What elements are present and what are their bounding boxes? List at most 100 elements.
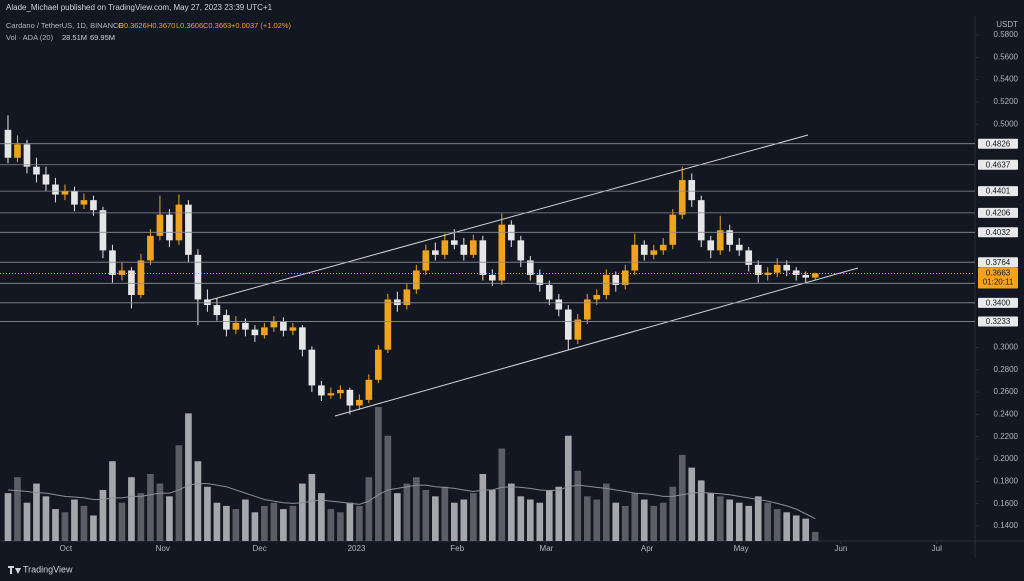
candle-body [526, 260, 534, 275]
volume-bar [194, 461, 202, 541]
candle-body [356, 399, 363, 406]
volume-bar [4, 493, 12, 541]
volume-bar [432, 496, 439, 541]
candle-body [811, 273, 819, 278]
y-tick-label: 0.5800 [994, 30, 1019, 39]
volume-bar [270, 502, 278, 541]
volume-bar [61, 512, 69, 541]
candle-body [251, 329, 259, 336]
volume-bar [403, 483, 411, 541]
volume-bar [261, 505, 268, 541]
x-tick-label: Oct [60, 544, 73, 553]
level-label: 0.3400 [986, 298, 1011, 307]
volume-bar [574, 470, 582, 541]
candle-body [479, 240, 487, 275]
candle-body [726, 230, 734, 245]
candle-body [327, 393, 335, 396]
candle-body [612, 274, 620, 285]
volume-ma-value: 69.95M [90, 33, 115, 42]
volume-bar [23, 502, 31, 541]
volume-bar [289, 505, 297, 541]
volume-bar [394, 493, 401, 541]
unit: USDT [996, 20, 1018, 29]
volume-bar [14, 477, 21, 541]
volume-bar [137, 493, 145, 541]
x-tick-label: Mar [540, 544, 554, 553]
y-tick-label: 0.1400 [994, 521, 1019, 530]
volume-bar [688, 467, 696, 541]
last-price-box [978, 267, 1018, 289]
candle-body [432, 250, 439, 255]
level-box [978, 257, 1018, 268]
candle-body [128, 270, 135, 296]
candle-body [764, 272, 772, 275]
candle-body [422, 250, 430, 271]
volume-bar [697, 480, 705, 541]
volume-bar [593, 499, 601, 541]
candle-body [593, 295, 601, 300]
level-box [978, 138, 1018, 149]
volume-bar [242, 499, 249, 541]
volume-bar [52, 509, 59, 541]
candle-body [346, 389, 354, 406]
candle-body [441, 240, 449, 255]
candle-body [156, 214, 164, 236]
candle-body [375, 349, 382, 380]
candle-body [754, 264, 762, 275]
volume-bar [422, 489, 430, 541]
volume-bar [128, 477, 135, 541]
channel-upper [209, 134, 809, 301]
candle-body [52, 184, 59, 195]
candle-body [403, 289, 411, 306]
candle-body [299, 327, 306, 350]
candle-body [413, 270, 420, 290]
level-box [978, 159, 1018, 170]
candle-body [194, 254, 202, 300]
y-tick-label: 0.2600 [994, 387, 1019, 396]
candle-body [745, 250, 753, 265]
last-price-label: 0.3663 [986, 269, 1011, 278]
candle-body [659, 244, 667, 251]
y-tick-label: 0.5000 [994, 119, 1019, 128]
volume-bar [166, 496, 173, 541]
candle-body [602, 274, 610, 296]
y-tick-label: 0.1800 [994, 476, 1019, 485]
volume-bar [659, 502, 667, 541]
volume-bar [507, 483, 515, 541]
candle-body [716, 230, 724, 251]
volume-bar [631, 493, 639, 541]
volume-bar [327, 509, 335, 541]
volume-bar [346, 502, 354, 541]
volume-bar [479, 474, 487, 541]
candle-body [261, 327, 268, 336]
candle-body [270, 321, 278, 328]
symbol: Cardano / TetherUS, 1D, BINANCE [6, 21, 123, 30]
brand: TradingView [23, 564, 73, 574]
candle-body [555, 299, 563, 310]
volume-bar [488, 489, 496, 541]
y-tick-label: 0.2400 [994, 410, 1019, 419]
volume-bar [90, 515, 97, 541]
candle-body [802, 274, 810, 278]
volume-bar [460, 499, 468, 541]
volume-bar [413, 477, 420, 541]
volume-bar [640, 499, 648, 541]
volume-bar [223, 505, 230, 541]
legend: Cardano / TetherUS, 1D, BINANCE O0.3626 … [6, 21, 292, 42]
candle-body [792, 270, 800, 275]
volume-bar [280, 509, 287, 541]
candle-body [783, 264, 791, 271]
candle-body [451, 240, 458, 245]
footer-bar [0, 560, 1024, 581]
x-tick-label: Apr [641, 544, 654, 553]
level-label: 0.4206 [986, 208, 1011, 217]
volume-bar [564, 435, 572, 541]
candle-body [365, 379, 373, 400]
candle-body [175, 204, 183, 241]
candle-body [99, 210, 107, 251]
volume-bar [764, 502, 772, 541]
volume-bar [118, 502, 126, 541]
volume-label: Vol · ADA (20) [6, 33, 54, 42]
volume-bar [365, 477, 373, 541]
